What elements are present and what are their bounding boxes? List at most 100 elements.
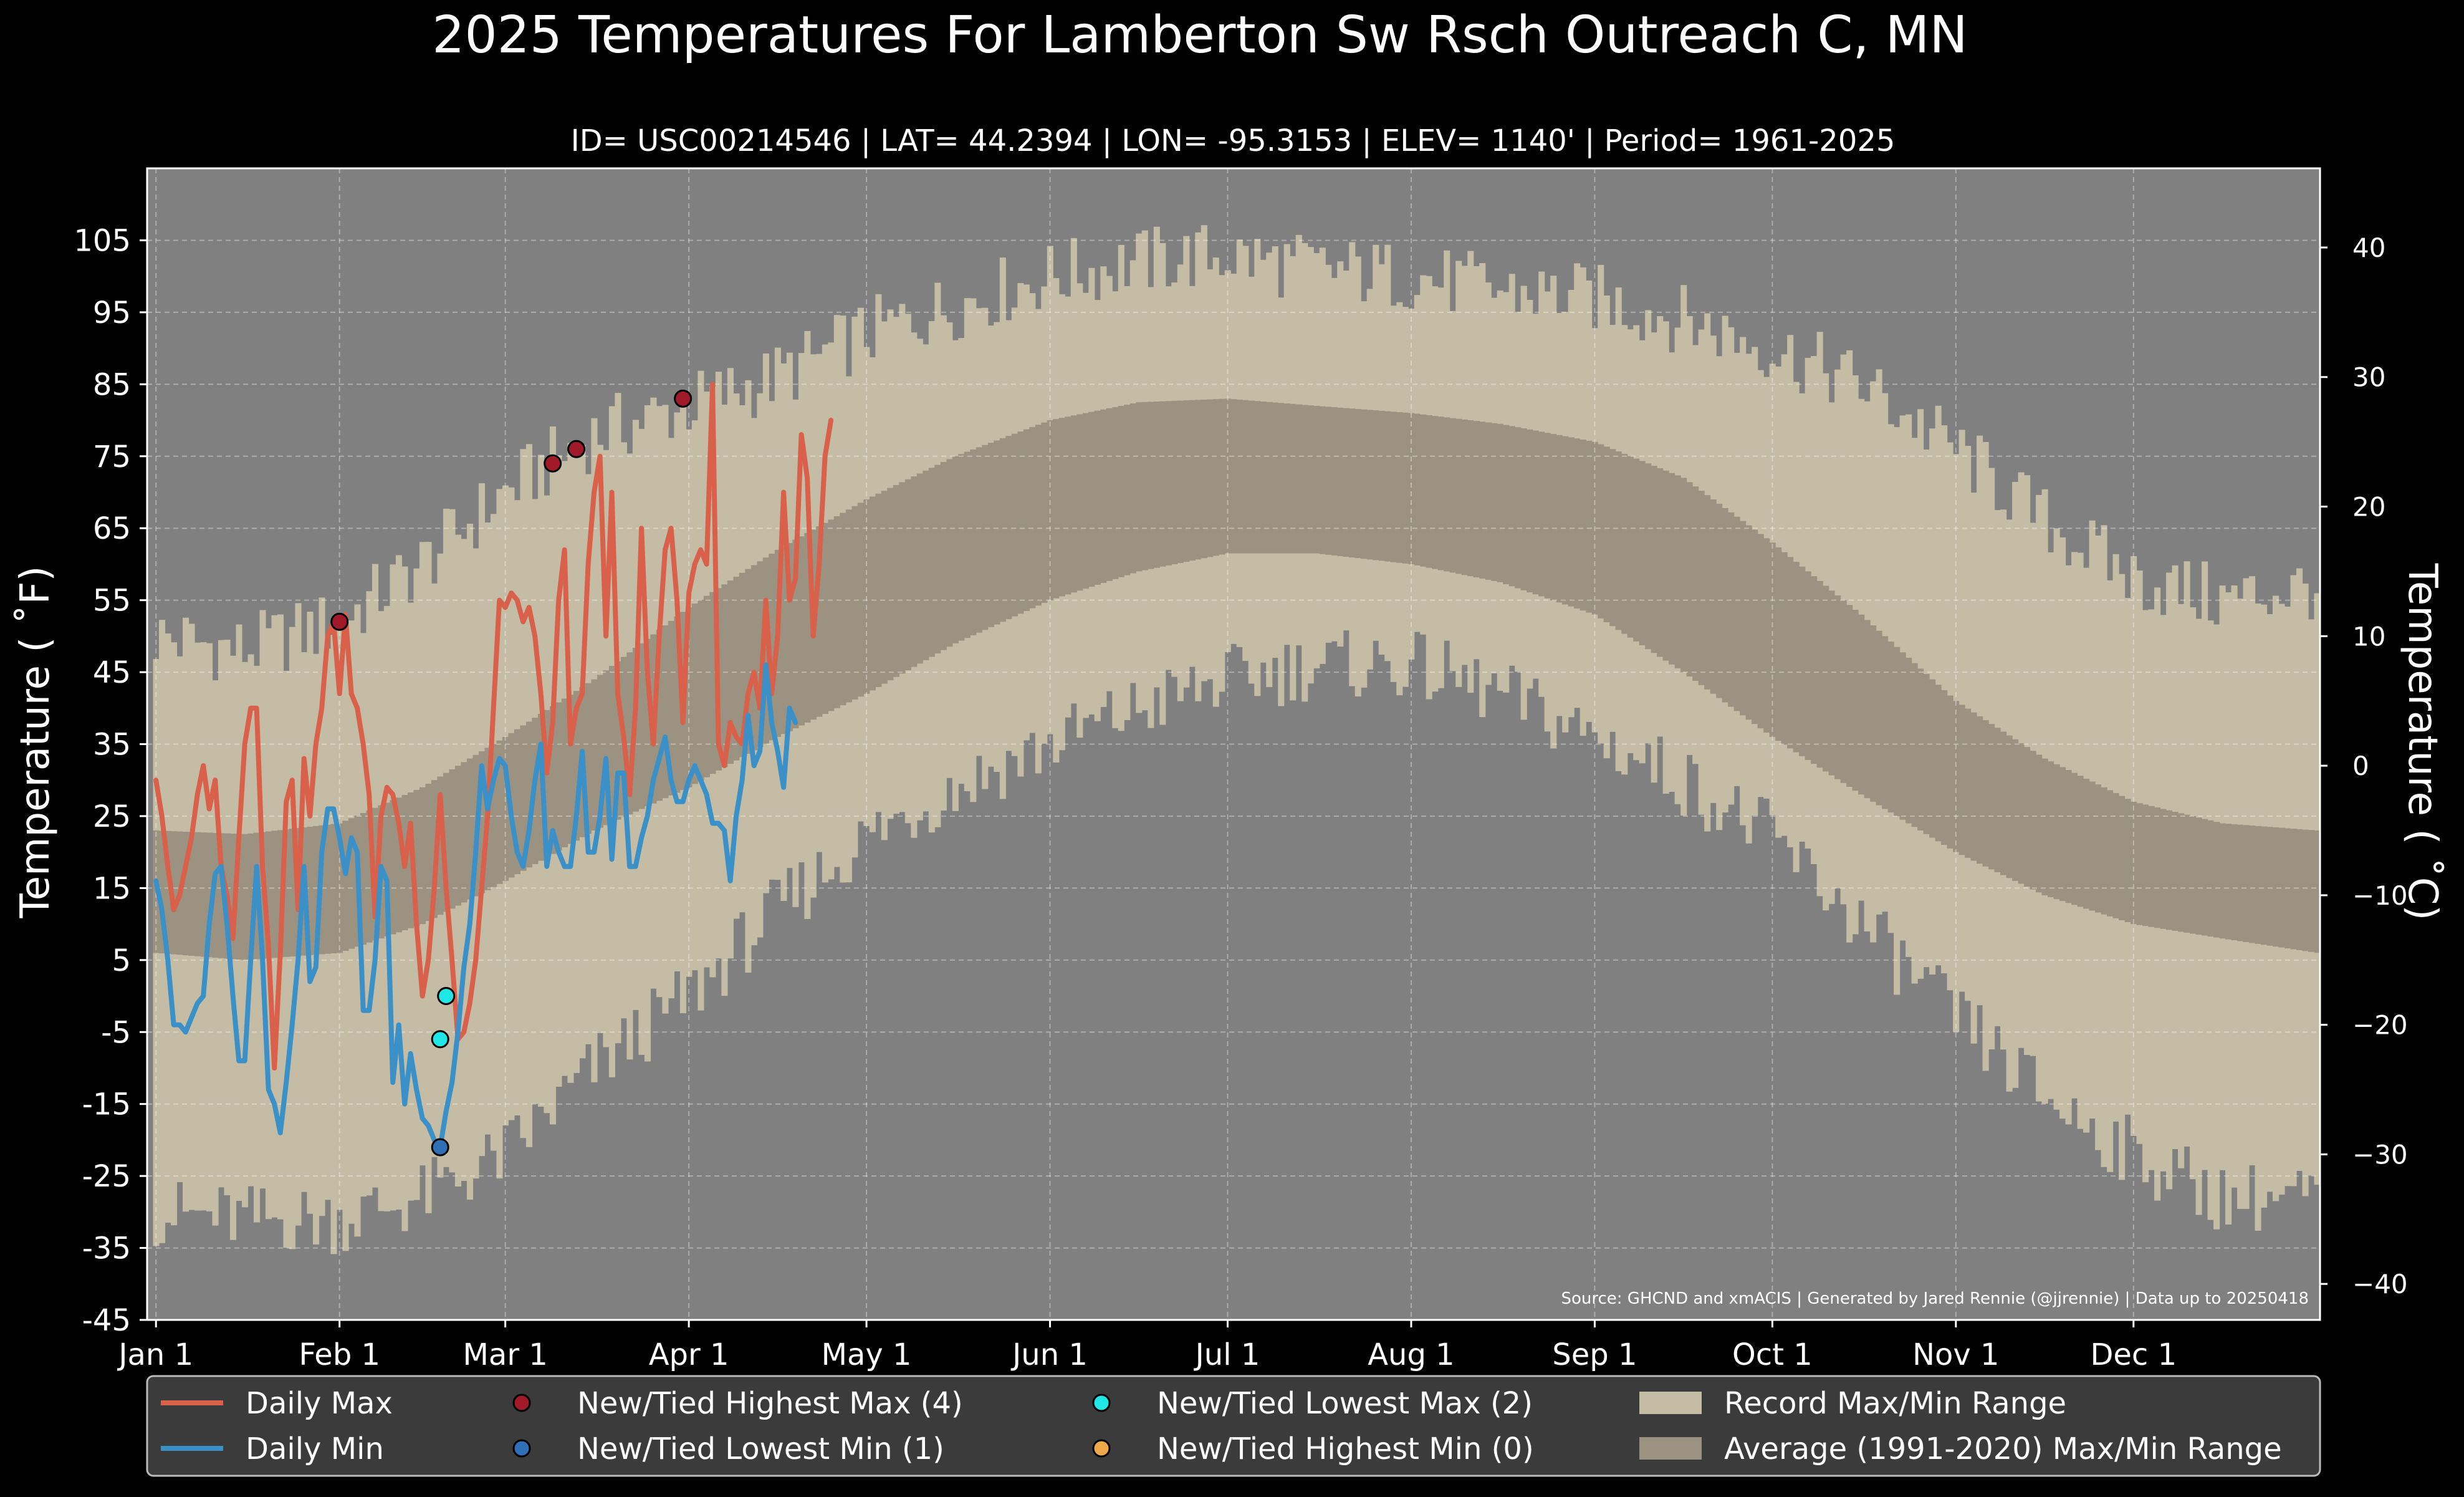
record-marker xyxy=(437,987,456,1006)
chart-subtitle: ID= USC00214546 | LAT= 44.2394 | LON= -9… xyxy=(571,123,1896,158)
average-range-bar xyxy=(2195,817,2202,935)
average-range-bar xyxy=(1929,679,1936,838)
average-range-bar xyxy=(887,488,894,681)
y-axis-label-left: Temperature ( ˚F) xyxy=(12,566,59,919)
average-range-bar xyxy=(2243,825,2250,942)
average-range-bar xyxy=(769,553,775,741)
average-range-bar xyxy=(1503,425,1510,585)
average-range-bar xyxy=(597,675,603,828)
average-range-bar xyxy=(668,620,674,796)
x-tick-label: Oct 1 xyxy=(1732,1337,1813,1372)
average-range-bar xyxy=(2065,770,2072,903)
y-tick-label-right: −30 xyxy=(2352,1139,2408,1170)
average-range-bar xyxy=(2124,799,2131,923)
average-range-bar xyxy=(1058,418,1065,597)
average-range-bar xyxy=(934,465,941,654)
average-range-bar xyxy=(1290,403,1297,554)
average-range-bar xyxy=(697,599,704,781)
y-tick-label-left: 105 xyxy=(74,223,131,258)
average-range-bar xyxy=(182,831,189,956)
average-range-bar xyxy=(307,826,314,955)
average-range-bar xyxy=(437,776,444,915)
average-range-bar xyxy=(2112,792,2119,918)
average-range-bar xyxy=(1076,414,1083,591)
average-range-bar xyxy=(2154,807,2161,928)
legend-label-new-tied-highest-max-4: New/Tied Highest Max (4) xyxy=(577,1386,963,1421)
average-range-bar xyxy=(1598,444,1604,619)
average-range-bar xyxy=(2148,806,2155,927)
average-range-bar xyxy=(1331,407,1338,556)
average-range-bar xyxy=(1965,708,1972,858)
average-range-bar xyxy=(2172,812,2179,931)
average-range-bar xyxy=(2284,828,2291,949)
average-range-bar xyxy=(200,832,207,957)
average-range-bar xyxy=(1390,412,1397,562)
average-range-bar xyxy=(1550,434,1557,600)
average-range-bar xyxy=(1491,423,1498,581)
average-range-bar xyxy=(425,783,432,922)
average-range-bar xyxy=(165,830,171,954)
average-range-bar xyxy=(2048,761,2054,897)
y-tick-label-left: 65 xyxy=(93,511,131,546)
average-range-bar xyxy=(1183,400,1190,562)
average-range-bar xyxy=(1615,451,1622,630)
average-range-bar xyxy=(1651,466,1657,653)
average-range-bar xyxy=(1171,400,1178,564)
average-range-bar xyxy=(1799,566,1806,756)
average-range-bar xyxy=(750,565,757,751)
legend-swatch-new-tied-highest-min-0 xyxy=(1092,1439,1111,1458)
average-range-bar xyxy=(330,824,337,953)
average-range-bar xyxy=(1029,426,1036,609)
average-range-bar xyxy=(1970,712,1977,861)
average-range-bar xyxy=(1805,571,1811,760)
average-range-bar xyxy=(1112,407,1119,579)
x-tick-label: Jul 1 xyxy=(1194,1337,1260,1372)
y-axis-label-right: Temperature ( ˚C) xyxy=(2399,563,2445,921)
average-range-bar xyxy=(1224,398,1231,554)
average-range-bar xyxy=(1527,429,1533,592)
y-tick-label-left: -15 xyxy=(82,1087,131,1122)
average-range-bar xyxy=(1870,625,1877,802)
average-range-bar xyxy=(1899,652,1906,820)
average-range-bar xyxy=(2053,764,2060,900)
average-range-bar xyxy=(1811,576,1818,764)
average-range-bar xyxy=(2202,819,2208,936)
average-range-bar xyxy=(745,569,752,754)
average-range-bar xyxy=(1520,428,1527,590)
average-range-bar xyxy=(170,831,178,955)
average-range-bar xyxy=(603,670,610,826)
average-range-bar xyxy=(1437,416,1444,570)
average-range-bar xyxy=(1307,405,1314,554)
average-range-bar xyxy=(1148,402,1154,569)
average-range-bar xyxy=(1402,412,1409,564)
average-range-bar xyxy=(1260,402,1267,554)
average-range-bar xyxy=(1337,407,1344,556)
average-range-bar xyxy=(2119,796,2126,920)
x-tick-label: Dec 1 xyxy=(2090,1337,2177,1372)
average-range-bar xyxy=(1467,420,1474,577)
legend-swatch-new-tied-lowest-min-1 xyxy=(512,1439,531,1458)
average-range-bar xyxy=(1408,413,1415,564)
average-range-bar xyxy=(1834,595,1841,779)
average-range-bar xyxy=(1124,405,1131,575)
average-range-bar xyxy=(2107,790,2114,917)
average-range-bar xyxy=(1763,538,1770,733)
average-range-bar xyxy=(525,721,533,868)
average-range-bar xyxy=(2059,767,2066,902)
average-range-bar xyxy=(1544,433,1551,599)
average-range-bar xyxy=(1740,521,1747,716)
average-range-bar xyxy=(2089,781,2096,911)
average-range-bar xyxy=(798,536,805,726)
average-range-bar xyxy=(1159,401,1166,567)
y-tick-label-right: 10 xyxy=(2352,621,2385,652)
average-range-bar xyxy=(2136,803,2143,925)
average-range-bar xyxy=(999,438,1006,622)
y-tick-label-right: −10 xyxy=(2352,880,2408,911)
average-range-bar xyxy=(324,824,332,954)
legend-label-daily-max: Daily Max xyxy=(246,1386,393,1421)
average-range-bar xyxy=(1988,724,1995,870)
average-range-bar xyxy=(1414,413,1421,566)
average-range-bar xyxy=(1716,503,1723,698)
average-range-bar xyxy=(1906,657,1912,824)
average-range-bar xyxy=(158,830,166,954)
